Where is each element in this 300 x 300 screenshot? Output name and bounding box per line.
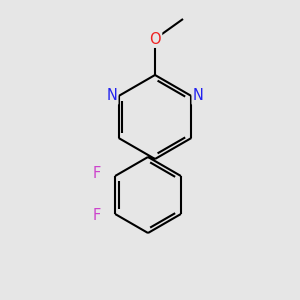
Text: N: N — [106, 88, 117, 104]
Text: F: F — [93, 167, 101, 182]
Text: O: O — [149, 32, 161, 46]
Text: F: F — [93, 208, 101, 224]
Text: N: N — [193, 88, 204, 104]
